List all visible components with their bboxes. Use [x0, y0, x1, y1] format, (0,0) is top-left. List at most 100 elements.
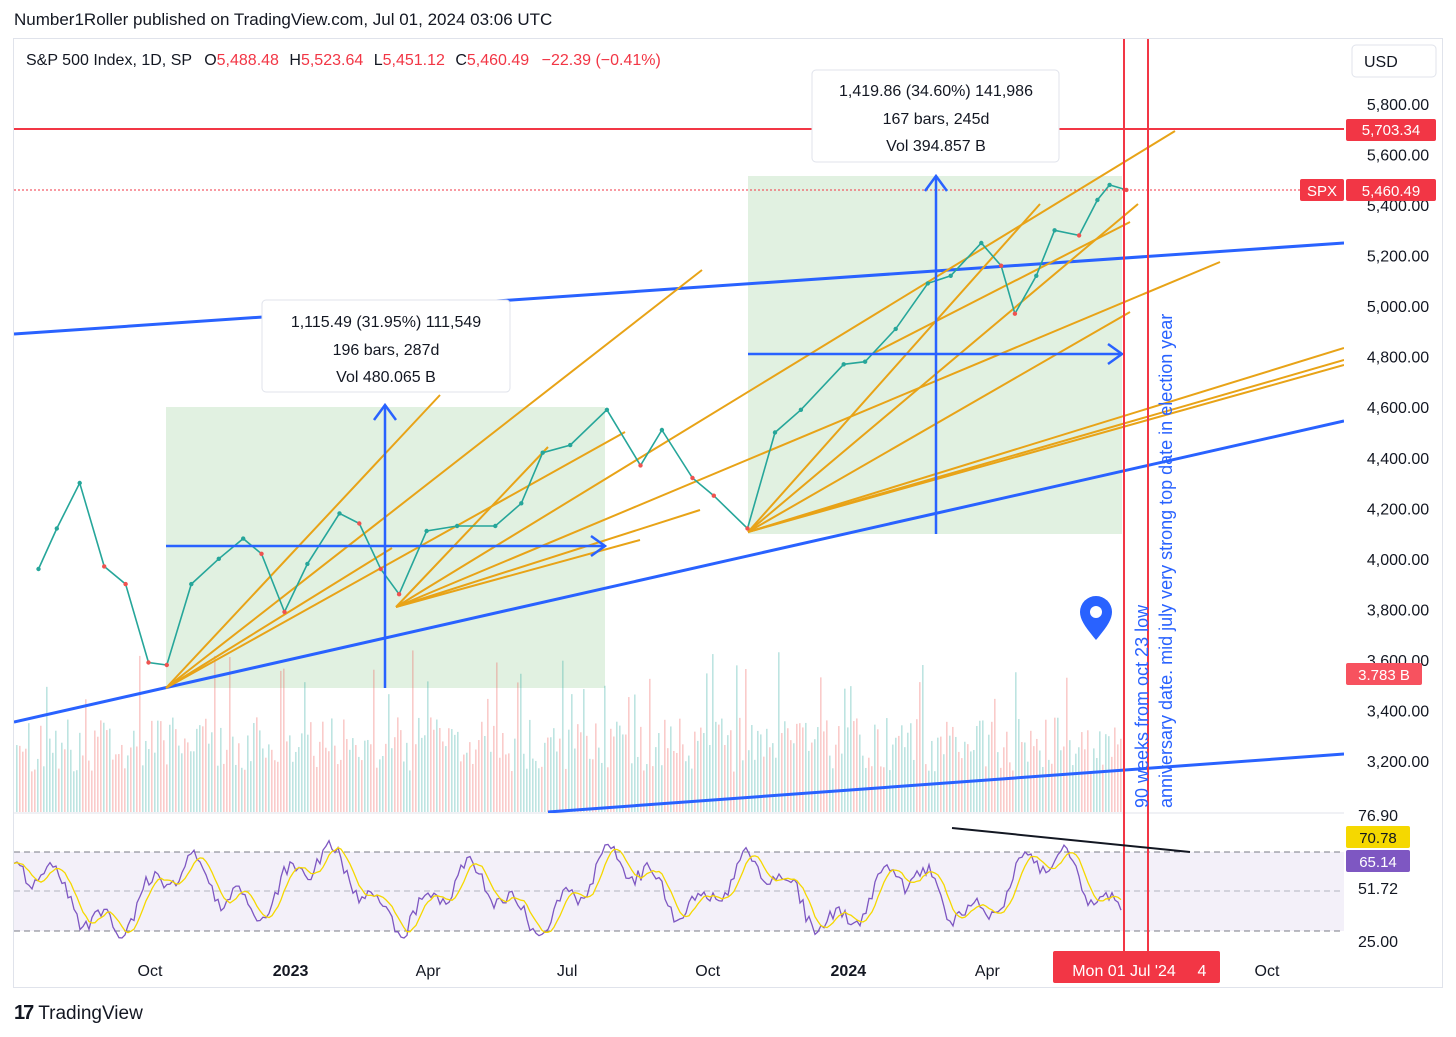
- price-point: [979, 240, 984, 246]
- last-price-label: SPX 5,460.49: [1300, 179, 1436, 201]
- fan-line: [747, 364, 1344, 533]
- measure-box-line3: Vol 480.065 B: [336, 369, 436, 386]
- volume-label: 3.783 B: [1346, 663, 1422, 685]
- fan-line: [165, 269, 703, 689]
- currency-button[interactable]: USD: [1351, 44, 1437, 78]
- price-point: [998, 263, 1004, 268]
- rsi-ma-value-label: 70.78: [1346, 826, 1410, 848]
- svg-text:65.14: 65.14: [1359, 854, 1397, 871]
- price-point: [711, 493, 716, 498]
- price-point: [893, 326, 898, 332]
- measure-arrows-2023: [166, 402, 608, 688]
- price-point: [337, 511, 342, 516]
- price-tick-label: 5,000.00: [1367, 299, 1429, 316]
- fan-line: [747, 203, 1139, 533]
- currency-label: USD: [1364, 54, 1398, 71]
- high-label: H: [289, 52, 301, 69]
- time-tick-label: Jul: [557, 963, 577, 980]
- fan-line: [747, 203, 1041, 533]
- fan-line: [747, 311, 1131, 533]
- measure-box-line2: 196 bars, 287d: [333, 342, 440, 359]
- tradingview-logo-icon: 17: [14, 1002, 34, 1024]
- price-point: [123, 581, 128, 587]
- measure-arrows-2024: [748, 173, 1125, 534]
- price-point: [1107, 182, 1112, 188]
- price-tick-label: 3,400.00: [1367, 703, 1429, 720]
- price-point: [36, 566, 41, 572]
- fan-line: [395, 446, 549, 608]
- open-label: O: [204, 52, 216, 69]
- price-point: [772, 430, 778, 435]
- price-point: [568, 442, 573, 448]
- fan-line: [747, 347, 1344, 533]
- price-point: [282, 609, 287, 615]
- price-tick-label: 4,800.00: [1367, 350, 1429, 367]
- fan-line: [395, 261, 1221, 608]
- price-point: [638, 463, 643, 468]
- footer-brand[interactable]: 17 TradingView: [14, 1002, 143, 1025]
- price-tick-label: 4,600.00: [1367, 400, 1429, 417]
- trend-lines: [14, 130, 1344, 813]
- svg-text:4: 4: [1198, 963, 1207, 980]
- publisher-line: Number1Roller published on TradingView.c…: [14, 10, 553, 29]
- time-tick-label: Apr: [416, 963, 442, 980]
- price-point: [424, 528, 429, 534]
- price-point: [862, 359, 868, 364]
- price-tick-label: 3,800.00: [1367, 602, 1429, 619]
- price-tick-label: 4,000.00: [1367, 552, 1429, 569]
- price-point: [164, 662, 169, 668]
- rsi-divergence-line: [951, 827, 1191, 853]
- price-axis[interactable]: 5,800.00 5,600.00 5,400.00 5,200.00 5,000.00…: [1367, 97, 1429, 771]
- price-tick-label: 4,400.00: [1367, 451, 1429, 468]
- svg-text:SPX: SPX: [1307, 183, 1337, 200]
- price-point: [216, 556, 221, 561]
- price-point: [1076, 233, 1082, 238]
- price-point: [540, 450, 545, 455]
- measure-box-2023[interactable]: 1,115.49 (31.95%) 111,549 196 bars, 287d…: [261, 299, 511, 393]
- location-pin-icon[interactable]: [1080, 596, 1112, 640]
- svg-text:70.78: 70.78: [1359, 830, 1397, 847]
- price-point: [146, 660, 151, 665]
- time-tick-label: Apr: [975, 963, 1001, 980]
- price-point: [189, 581, 194, 587]
- rsi-axis[interactable]: 76.90 51.72 25.00: [1358, 808, 1398, 951]
- date-crosshair-label: Mon 01 Jul '24 4: [1053, 951, 1220, 983]
- close-value: 5,460.49: [467, 52, 529, 69]
- ohlc-legend[interactable]: S&P 500 Index, 1D, SP O5,488.48 H5,523.6…: [26, 52, 661, 69]
- time-tick-label: Oct: [138, 963, 163, 980]
- price-point: [102, 564, 107, 569]
- annotation-90-weeks: 90 weeks from oct 23 low: [1132, 604, 1152, 808]
- blue-trendline-lower: [14, 419, 1344, 724]
- low-value: 5,451.12: [383, 52, 445, 69]
- low-label: L: [374, 52, 383, 69]
- price-tick-label: 5,800.00: [1367, 97, 1429, 114]
- fan-line: [395, 130, 1176, 608]
- price-point: [745, 526, 750, 531]
- rsi-ma-line: [14, 846, 1122, 934]
- svg-text:3.783 B: 3.783 B: [1358, 667, 1410, 684]
- symbol-name: S&P 500 Index, 1D, SP: [26, 52, 192, 69]
- rsi-tick-label: 76.90: [1358, 808, 1398, 825]
- rsi-value-label: 65.14: [1346, 850, 1410, 872]
- fan-line: [165, 394, 441, 689]
- price-point: [798, 407, 804, 412]
- rsi-line: [14, 839, 1122, 939]
- price-point: [378, 566, 383, 572]
- measure-box-line2: 167 bars, 245d: [883, 111, 990, 128]
- measure-box-2024[interactable]: 1,419.86 (34.60%) 141,986 167 bars, 245d…: [811, 69, 1060, 163]
- price-point: [519, 501, 524, 506]
- fan-line: [395, 509, 701, 608]
- price-point: [659, 427, 665, 433]
- price-point: [454, 523, 460, 529]
- price-point: [357, 521, 362, 526]
- price-point: [1052, 228, 1057, 233]
- open-value: 5,488.48: [217, 52, 279, 69]
- svg-text:5,460.49: 5,460.49: [1362, 183, 1420, 200]
- price-point: [493, 523, 498, 529]
- price-tick-label: 5,200.00: [1367, 249, 1429, 266]
- annotation-mid-july: anniversary date. mid july very strong t…: [1156, 314, 1176, 808]
- price-tick-label: 5,400.00: [1367, 198, 1429, 215]
- price-point: [1095, 197, 1100, 203]
- time-tick-label: Oct: [1255, 963, 1280, 980]
